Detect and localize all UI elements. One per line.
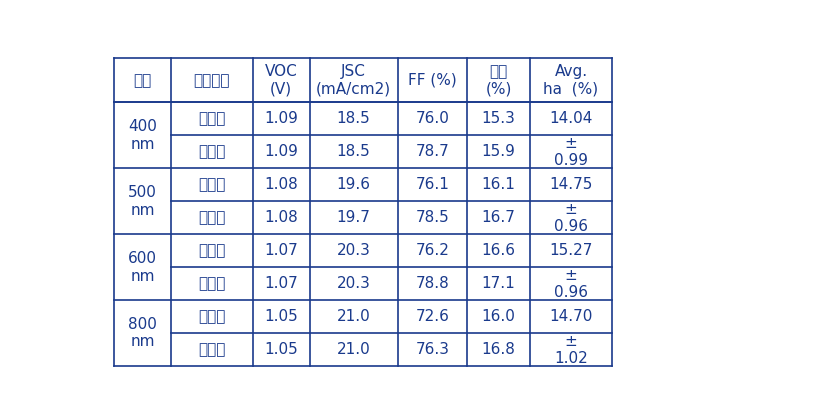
- Text: 16.0: 16.0: [481, 309, 515, 324]
- Text: 역방향: 역방향: [198, 210, 225, 225]
- Text: 18.5: 18.5: [337, 144, 371, 160]
- Text: 600
nm: 600 nm: [128, 251, 157, 284]
- Text: ±
1.02: ± 1.02: [554, 334, 588, 366]
- Text: 16.1: 16.1: [481, 177, 515, 192]
- Text: 800
nm: 800 nm: [128, 317, 157, 350]
- Text: 16.8: 16.8: [481, 342, 515, 357]
- Text: JSC
(mA/cm2): JSC (mA/cm2): [316, 64, 391, 97]
- Text: 19.7: 19.7: [337, 210, 371, 225]
- Text: 16.6: 16.6: [481, 243, 515, 258]
- Text: 78.8: 78.8: [415, 276, 450, 291]
- Text: 정방향: 정방향: [198, 309, 225, 324]
- Text: 14.04: 14.04: [550, 111, 593, 126]
- Text: 20.3: 20.3: [337, 243, 371, 258]
- Text: 14.75: 14.75: [550, 177, 593, 192]
- Text: 정방향: 정방향: [198, 243, 225, 258]
- Text: 72.6: 72.6: [415, 309, 450, 324]
- Text: ±
0.96: ± 0.96: [554, 202, 588, 234]
- Text: 14.70: 14.70: [550, 309, 593, 324]
- Text: 1.08: 1.08: [264, 210, 298, 225]
- Text: 16.7: 16.7: [481, 210, 515, 225]
- Text: FF (%): FF (%): [408, 73, 457, 88]
- Text: Avg.
ha  (%): Avg. ha (%): [543, 64, 598, 97]
- Text: 19.6: 19.6: [337, 177, 371, 192]
- Text: 78.7: 78.7: [415, 144, 450, 160]
- Text: 정방향: 정방향: [198, 177, 225, 192]
- Text: 76.2: 76.2: [415, 243, 450, 258]
- Text: 21.0: 21.0: [337, 309, 371, 324]
- Text: 17.1: 17.1: [481, 276, 515, 291]
- Text: 1.09: 1.09: [264, 144, 298, 160]
- Text: 1.09: 1.09: [264, 111, 298, 126]
- Text: 효율
(%): 효율 (%): [485, 64, 511, 97]
- Text: 1.05: 1.05: [264, 342, 298, 357]
- Text: 78.5: 78.5: [415, 210, 450, 225]
- Text: 정방향: 정방향: [198, 111, 225, 126]
- Text: 15.27: 15.27: [550, 243, 593, 258]
- Text: 1.07: 1.07: [264, 243, 298, 258]
- Text: 15.9: 15.9: [481, 144, 515, 160]
- Text: 21.0: 21.0: [337, 342, 371, 357]
- Text: 15.3: 15.3: [481, 111, 515, 126]
- Text: 역방향: 역방향: [198, 276, 225, 291]
- Text: 역방향: 역방향: [198, 144, 225, 160]
- Text: ±
0.99: ± 0.99: [554, 135, 588, 168]
- Text: 76.3: 76.3: [415, 342, 450, 357]
- Text: 두께: 두께: [133, 73, 152, 88]
- Text: 1.08: 1.08: [264, 177, 298, 192]
- Text: 측정방향: 측정방향: [193, 73, 230, 88]
- Text: ±
0.96: ± 0.96: [554, 268, 588, 300]
- Text: 500
nm: 500 nm: [128, 185, 157, 217]
- Text: 76.1: 76.1: [415, 177, 450, 192]
- Text: 1.05: 1.05: [264, 309, 298, 324]
- Text: 1.07: 1.07: [264, 276, 298, 291]
- Text: 400
nm: 400 nm: [128, 119, 157, 151]
- Text: VOC
(V): VOC (V): [265, 64, 298, 97]
- Text: 역방향: 역방향: [198, 342, 225, 357]
- Text: 18.5: 18.5: [337, 111, 371, 126]
- Text: 76.0: 76.0: [415, 111, 450, 126]
- Text: 20.3: 20.3: [337, 276, 371, 291]
